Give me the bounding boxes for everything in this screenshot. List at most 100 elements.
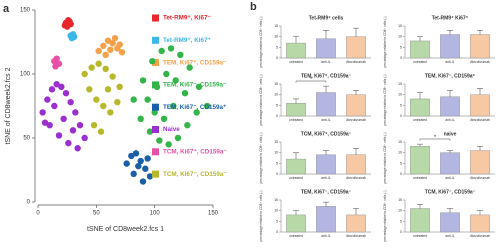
- x-tick-label: untreated: [289, 60, 303, 64]
- y-axis-label: percentage relative to CD8⁺ cells (-): [259, 133, 263, 184]
- y-tick-label: 10: [398, 209, 402, 213]
- x-tick-label: 100: [150, 211, 161, 217]
- point: [132, 150, 140, 157]
- point: [137, 157, 144, 165]
- point: [74, 145, 81, 152]
- point: [130, 96, 137, 103]
- error-bar: [323, 85, 329, 93]
- point: [163, 70, 170, 78]
- legend-swatch: [152, 103, 159, 111]
- point: [195, 83, 203, 91]
- y-tick-label: 5: [400, 103, 402, 107]
- y-axis-label: percentage relative to CD8⁺ cells (-): [259, 191, 263, 242]
- legend-label: Tet-RM9⁺, Ki67⁻: [163, 15, 211, 22]
- chart-title: TEM, Ki67⁻, CD159a⁺: [425, 73, 476, 79]
- point: [156, 137, 163, 144]
- y-axis-label: tSNE of CD8week2.fcs 2: [5, 67, 12, 144]
- x-tick-label: untreated: [413, 118, 427, 122]
- point: [160, 115, 168, 123]
- point: [62, 90, 70, 97]
- y-tick-label: 0: [27, 200, 31, 206]
- point: [86, 86, 93, 93]
- point: [100, 102, 107, 110]
- x-tick-label: Atezolizumab: [470, 234, 490, 238]
- point: [139, 77, 147, 84]
- error-bar: [293, 98, 299, 104]
- legend-label: TEM, Ki67⁻, CD159a⁻: [163, 82, 226, 89]
- point: [116, 83, 123, 91]
- point: [81, 134, 88, 142]
- y-tick-label: 15: [398, 24, 402, 28]
- significance-label: *: [434, 135, 437, 141]
- error-bar: [353, 90, 359, 95]
- x-tick-label: anti-IL: [445, 234, 454, 238]
- bar: [410, 146, 430, 175]
- error-bar: [417, 36, 423, 41]
- point: [97, 128, 105, 135]
- legend-label: TCM, Ki67⁺, CD159a⁻: [163, 148, 227, 155]
- legend-swatch: [152, 148, 159, 156]
- x-tick-label: untreated: [289, 176, 303, 180]
- y-axis-label: percentage relative to CD8⁺ cells (-): [383, 133, 387, 184]
- bar: [316, 206, 336, 233]
- y-tick-label: 5: [400, 161, 402, 165]
- significance-label: *: [310, 77, 313, 83]
- x-tick-label: untreated: [413, 234, 427, 238]
- y-tick-label: 50: [23, 136, 30, 142]
- panel-label: a: [3, 3, 10, 15]
- x-tick-label: untreated: [413, 60, 427, 64]
- point: [172, 77, 179, 84]
- point: [144, 96, 151, 103]
- point: [135, 162, 142, 170]
- point: [76, 122, 84, 129]
- error-bar: [447, 30, 453, 35]
- bar: [410, 98, 430, 117]
- point: [102, 51, 109, 58]
- point: [60, 115, 67, 123]
- legend-swatch: [152, 36, 159, 44]
- bar: [316, 92, 336, 117]
- legend-label: Tet-RM9⁺, Ki67⁺: [163, 37, 211, 44]
- point: [53, 55, 60, 62]
- point: [69, 127, 77, 134]
- point: [72, 109, 79, 116]
- y-tick-label: 15: [274, 24, 278, 28]
- point: [114, 98, 121, 106]
- bar: [470, 94, 490, 117]
- y-axis-label: percentage relative to CD8⁺ cells (-): [383, 191, 387, 242]
- error-bar: [293, 152, 299, 160]
- y-tick-label: 10: [274, 93, 278, 97]
- point: [93, 96, 100, 103]
- y-tick-label: 15: [274, 82, 278, 86]
- legend-swatch: [152, 81, 159, 89]
- point: [184, 122, 191, 129]
- point: [95, 60, 102, 67]
- chart-title: TCM, Ki67⁺, CD159a⁻: [301, 131, 352, 137]
- x-tick-label: Atezolizumab: [346, 118, 366, 122]
- y-tick-label: 5: [276, 219, 278, 223]
- x-tick-label: untreated: [289, 234, 303, 238]
- x-tick-label: anti-IL: [321, 176, 330, 180]
- y-tick-label: 10: [398, 151, 402, 155]
- error-bar: [417, 143, 423, 147]
- bar: [286, 158, 306, 175]
- y-tick-label: 0: [400, 230, 402, 234]
- point: [142, 165, 149, 172]
- error-bar: [353, 208, 359, 215]
- y-axis-label: percentage relative to CD8⁺ cells (-): [259, 75, 263, 126]
- point: [51, 102, 58, 110]
- error-bar: [447, 90, 453, 97]
- error-bar: [323, 150, 329, 155]
- point: [48, 86, 56, 93]
- chart-title: Tet-RM9⁺ Ki67⁺: [432, 15, 469, 21]
- bar: [410, 208, 430, 233]
- point: [144, 155, 151, 162]
- point: [66, 18, 73, 25]
- x-tick-label: Atezolizumab: [346, 234, 366, 238]
- point: [170, 102, 177, 110]
- y-axis-label: percentage relative to CD8⁺ cells (-): [259, 17, 263, 68]
- point: [111, 34, 119, 42]
- point: [174, 134, 182, 142]
- point: [118, 49, 126, 56]
- x-tick-label: Atezolizumab: [470, 176, 490, 180]
